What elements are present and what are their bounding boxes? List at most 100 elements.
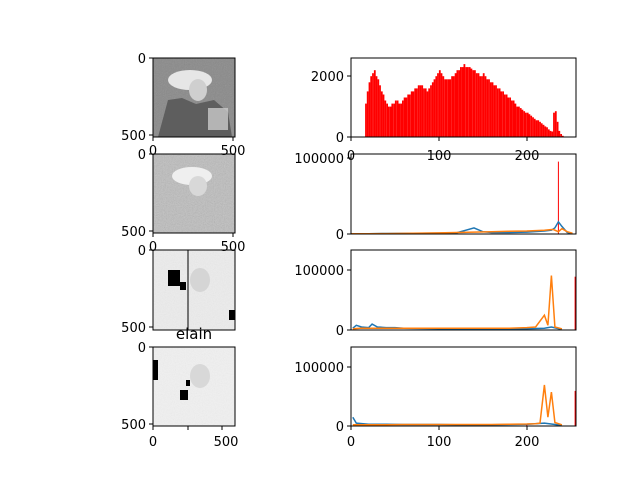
histogram-bar <box>509 97 511 137</box>
y-tick-label: 0 <box>336 420 344 435</box>
histogram-bar <box>393 103 395 137</box>
y-tick-label: 100000 <box>294 264 344 279</box>
histogram-panel-1: 0 2000 <box>311 57 577 146</box>
histogram-bar <box>500 91 503 137</box>
y-axis-ticks-4b: 0 100000 <box>294 361 351 435</box>
histogram-bar <box>379 85 381 137</box>
panel-title: elain <box>176 325 212 343</box>
histogram-bar <box>553 112 555 137</box>
plot-area-4 <box>352 384 576 427</box>
histogram-bar <box>556 121 559 137</box>
y-tick-label: 500 <box>121 321 146 336</box>
y-tick-label: 500 <box>121 225 146 240</box>
axes-frame-3 <box>350 249 577 331</box>
histogram-bar <box>433 79 436 137</box>
x-axis-ticks-2: 0 500 <box>149 137 246 159</box>
x-tick-label: 100 <box>427 149 452 164</box>
histogram-bar <box>438 70 441 137</box>
histogram-bar <box>440 73 443 137</box>
histogram-bar <box>474 70 476 137</box>
histogram-bar <box>477 73 480 137</box>
y-tick-label: 0 <box>138 52 146 67</box>
x-tick-label: 0 <box>149 240 157 255</box>
histogram-bar <box>496 88 499 137</box>
histogram-bar <box>449 79 452 137</box>
x-tick-label: 0 <box>347 435 355 450</box>
x-tick-label: 500 <box>214 435 239 450</box>
histogram-bar <box>435 76 438 137</box>
x-tick-label: 100 <box>427 435 452 450</box>
y-tick-label: 0 <box>138 341 146 356</box>
histogram-bar <box>447 79 450 137</box>
histogram-bar <box>551 131 554 137</box>
histogram-line <box>352 275 563 330</box>
histogram-bar <box>511 100 513 137</box>
y-axis-ticks-2: 0 500 <box>121 148 153 240</box>
histogram-bar <box>558 130 561 137</box>
x-axis-ticks-2b: 0 100 200 <box>347 137 539 164</box>
histogram-bar <box>560 134 562 137</box>
histogram-bar <box>461 67 464 137</box>
histogram-bar <box>465 67 468 137</box>
histogram-bar <box>532 117 534 138</box>
histogram-bar <box>525 112 527 137</box>
histogram-bar <box>402 100 404 137</box>
histogram-bar <box>403 97 406 137</box>
histogram-bar <box>405 97 408 137</box>
portrait-image-3 <box>152 249 236 331</box>
histogram-bar <box>431 82 434 137</box>
histogram-line <box>352 384 563 426</box>
histogram-bar <box>391 103 394 137</box>
histogram-bar <box>456 70 459 137</box>
histogram-bar <box>514 103 517 137</box>
histogram-bar <box>400 103 402 137</box>
histogram-bar <box>421 85 424 137</box>
histogram-bar <box>498 88 501 137</box>
histogram-bar <box>365 103 367 137</box>
x-tick-label: 0 <box>149 144 157 159</box>
histogram-bar <box>507 97 510 137</box>
y-axis-ticks-1: 0 500 <box>121 52 153 144</box>
x-tick-label: 0 <box>149 435 157 450</box>
x-tick-label: 200 <box>515 435 540 450</box>
y-axis-ticks-3b: 0 100000 <box>294 264 351 339</box>
histogram-bar <box>502 91 504 137</box>
y-axis-ticks-4: 0 500 <box>121 341 153 433</box>
histogram-bar <box>389 106 392 137</box>
histogram-bar <box>398 103 401 137</box>
histogram-bar <box>549 130 552 137</box>
histogram-panel-2: 0 100 200 0 100000 <box>294 137 577 243</box>
histogram-bar <box>368 82 371 137</box>
axes-frame-4 <box>350 346 577 427</box>
portrait-image-2 <box>152 153 236 234</box>
histogram-bar <box>486 79 489 137</box>
y-tick-label: 0 <box>336 131 344 146</box>
histogram-bar <box>460 67 462 137</box>
histogram-bar <box>424 88 427 137</box>
histogram-bar <box>370 76 373 137</box>
y-axis-ticks-1b: 0 2000 <box>311 70 351 146</box>
y-tick-label: 500 <box>121 129 146 144</box>
histogram-bar <box>528 114 531 137</box>
portrait-image-4 <box>152 346 236 427</box>
histogram-bar <box>537 120 540 137</box>
histogram-bar <box>410 91 413 137</box>
histogram-bar <box>442 76 445 137</box>
histogram-bar <box>475 73 478 137</box>
histogram-bar <box>444 79 446 137</box>
histogram-bar <box>544 126 547 137</box>
image-panel-1: 0 500 <box>121 52 236 144</box>
x-tick-label: 0 <box>347 149 355 164</box>
histogram-bar <box>512 100 515 137</box>
x-tick-label: 500 <box>221 240 246 255</box>
histogram-bar <box>387 106 390 137</box>
histogram-bar <box>482 73 485 137</box>
histogram-bar <box>516 106 518 137</box>
histogram-bar <box>377 79 380 137</box>
histogram-bar <box>535 120 538 137</box>
x-tick-label: 500 <box>221 144 246 159</box>
histogram-bar <box>539 121 541 137</box>
histogram-bar <box>384 100 387 137</box>
histogram-bar <box>481 76 483 137</box>
